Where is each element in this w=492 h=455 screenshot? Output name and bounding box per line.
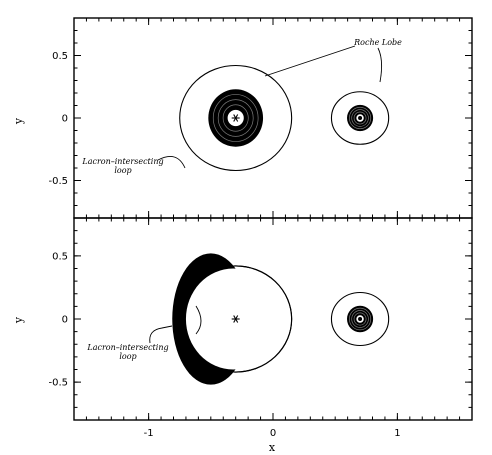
roche-lobe-label: Roche Lobe xyxy=(353,38,402,47)
secondary-center-dot xyxy=(358,317,363,321)
roche-lobe-1 xyxy=(330,291,390,347)
top-panel: 0.5 0 -0.5 y Roche Lobe Lacron–intersectin… xyxy=(12,17,473,219)
x-tick-label-0: -1 xyxy=(144,428,154,439)
star-stroke xyxy=(233,315,239,323)
secondary-disk-band-2 xyxy=(351,109,369,127)
roche-lobe-0 xyxy=(179,64,293,172)
secondary-disk-band-3 xyxy=(353,111,367,125)
secondary-disk-band-1 xyxy=(349,106,372,130)
star-marker-0 xyxy=(231,114,240,122)
bottom-loop-hook xyxy=(195,305,202,335)
roche-lobe-outline xyxy=(179,265,293,373)
secondary-disk-band-2 xyxy=(351,310,369,328)
bottom-loop-label-line1: Lacron–intersecting xyxy=(86,343,168,352)
bottom-panel: 0.5 0 -0.5 -1 0 1 y x Lacron–intersecting loo… xyxy=(12,217,473,454)
top-ylabel: y xyxy=(12,117,25,125)
y-tick-label-2: -0.5 xyxy=(48,378,68,389)
roche-lobe-leader-primary xyxy=(264,45,356,77)
primary-disk-band-2 xyxy=(217,99,254,137)
primary-disk-band-1 xyxy=(212,94,259,142)
primary-disk-band-3 xyxy=(222,104,249,132)
y-tick-label-1: 0 xyxy=(62,315,68,326)
x-tick-label-2: 1 xyxy=(394,428,400,439)
bottom-loop-label-line2: loop xyxy=(119,352,136,361)
y-tick-label-0: 0.5 xyxy=(52,251,68,262)
top-loop-label-line2: loop xyxy=(114,166,131,175)
secondary-disk-band-1 xyxy=(349,307,372,331)
bottom-loop-leader xyxy=(149,325,173,344)
y-tick-label-1: 0 xyxy=(62,114,68,125)
top-plot-area xyxy=(179,64,390,172)
secondary-disk-band-3 xyxy=(353,312,367,326)
roche-lobe-1 xyxy=(330,91,390,145)
top-loop-label-line1: Lacron–intersecting xyxy=(81,157,163,166)
bottom-panel-frame xyxy=(73,217,473,421)
roche-lobe-leader-secondary xyxy=(377,47,383,83)
y-tick-label-2: -0.5 xyxy=(48,176,68,187)
x-tick-label-1: 0 xyxy=(270,428,276,439)
bottom-plot-area xyxy=(172,253,390,385)
star-marker-0 xyxy=(231,315,240,323)
bottom-xlabel: x xyxy=(269,441,276,454)
top-loop-leader xyxy=(157,155,186,169)
star-stroke xyxy=(233,114,239,122)
secondary-center-dot xyxy=(358,116,363,120)
bottom-ylabel: y xyxy=(12,316,25,324)
y-tick-label-0: 0.5 xyxy=(52,51,68,62)
